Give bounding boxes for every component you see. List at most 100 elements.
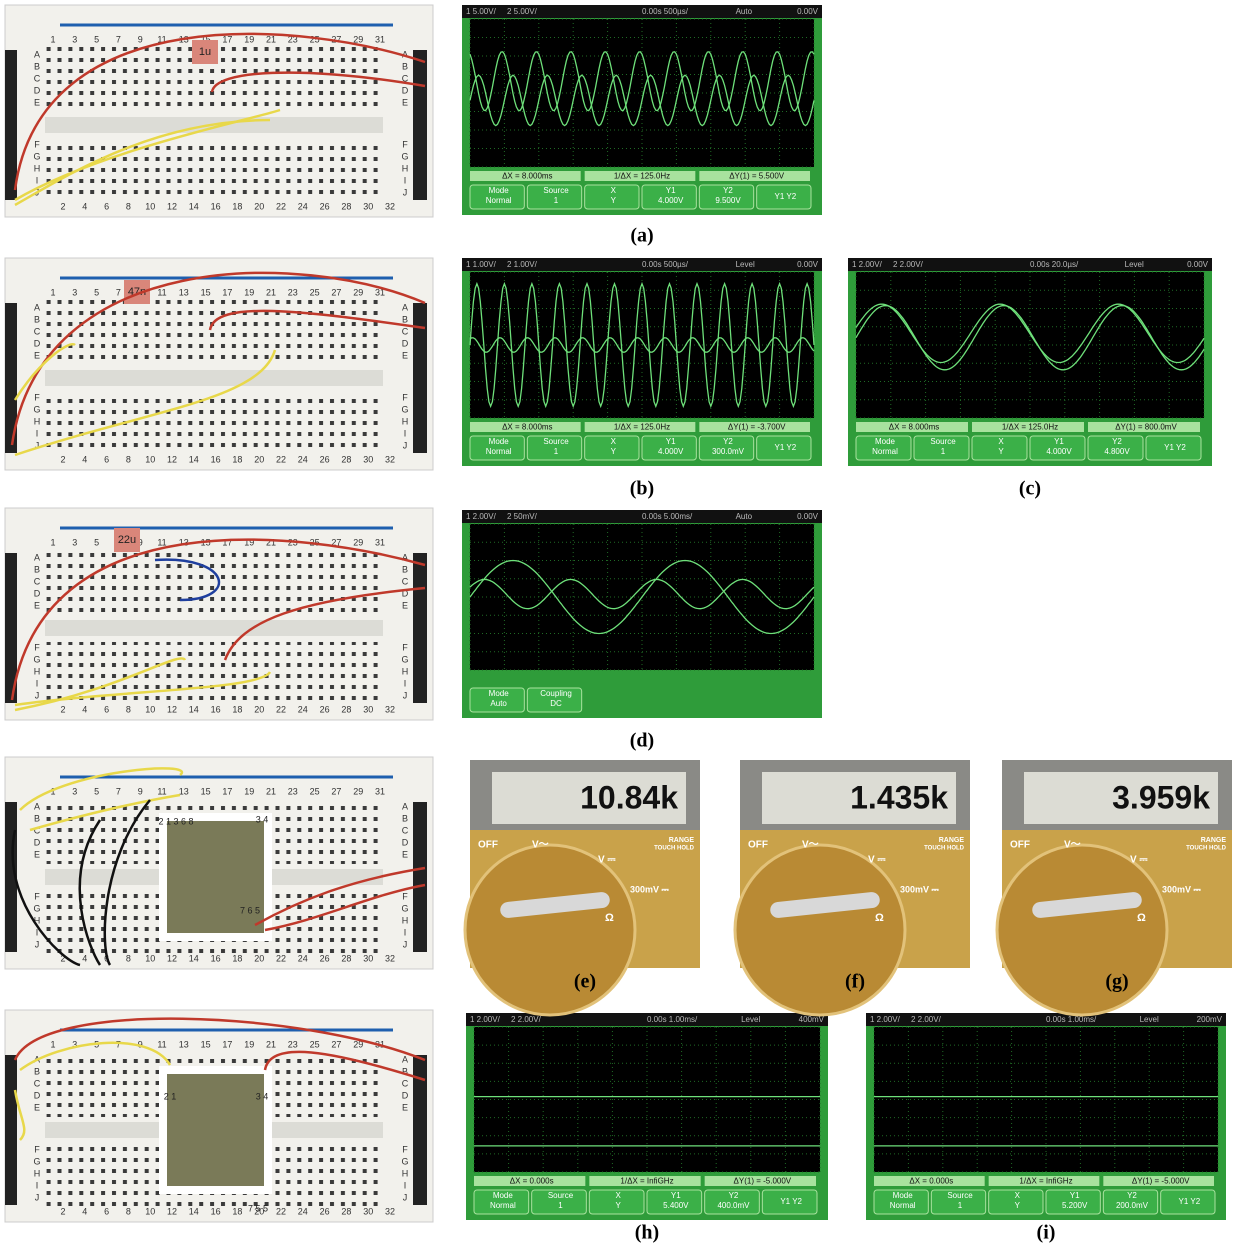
scope-header: 1 2.00V/ <box>870 1015 901 1024</box>
softkey-label: Coupling <box>540 689 572 698</box>
column-number: 17 <box>222 34 232 44</box>
column-number: 24 <box>298 454 308 464</box>
softkey-label: Y1 Y2 <box>1164 443 1186 452</box>
softkey-label: X <box>615 1191 621 1200</box>
hole-field <box>45 392 383 454</box>
softkey-label: Mode <box>489 437 510 446</box>
scope-header: 0.00s 500µs/ <box>642 7 689 16</box>
softkey-label: Y1 Y2 <box>780 1197 802 1206</box>
scope-header: 1 2.00V/ <box>466 512 497 521</box>
scope-header: Level <box>736 260 755 269</box>
readout: ΔX = 0.000s <box>510 1177 554 1186</box>
row-letter: G <box>401 151 408 161</box>
row-letter: J <box>403 939 408 949</box>
column-number: 16 <box>211 953 221 963</box>
softkey-label: 400.0mV <box>717 1201 750 1210</box>
column-number: 15 <box>201 786 211 796</box>
scope-header: 0.00s 20.0µs/ <box>1030 260 1079 269</box>
meter-label: OFF <box>748 840 768 851</box>
row-letter: A <box>402 1054 408 1064</box>
softkey-label: Y1 <box>671 1191 681 1200</box>
column-number: 1 <box>50 537 55 547</box>
multimeter: 3.959kOFFV～V ⎓300mV ⎓ΩRANGETOUCH HOLD(g) <box>997 760 1232 1015</box>
softkey-label: 1 <box>558 1201 563 1210</box>
column-number: 32 <box>385 201 395 211</box>
scope-header: 1 5.00V/ <box>466 7 497 16</box>
column-number: 13 <box>179 1039 189 1049</box>
row-letter: I <box>36 175 39 185</box>
column-number: 32 <box>385 704 395 714</box>
column-number: 28 <box>341 201 351 211</box>
scope-header: Level <box>741 1015 760 1024</box>
column-number: 28 <box>341 704 351 714</box>
column-number: 31 <box>375 34 385 44</box>
row-letter: B <box>34 813 40 823</box>
column-number: 1 <box>50 1039 55 1049</box>
multimeter: 1.435kOFFV～V ⎓300mV ⎓ΩRANGETOUCH HOLD(f) <box>735 760 970 1015</box>
column-number: 13 <box>179 287 189 297</box>
column-number: 22 <box>276 704 286 714</box>
row-letter: G <box>33 654 40 664</box>
meter-label: V～ <box>532 840 549 851</box>
softkey-label: Y <box>615 1201 621 1210</box>
readout: ΔY(1) = -5.000V <box>734 1177 792 1186</box>
oscilloscope: 1 2.00V/2 50mV/0.00s 5.00ms/Auto0.00VMod… <box>462 510 822 752</box>
softkey-label: Normal <box>890 1201 916 1210</box>
row-letter: C <box>34 1078 41 1088</box>
column-number: 8 <box>126 201 131 211</box>
scope-header: 0.00s 1.00ms/ <box>647 1015 698 1024</box>
softkey-label: Y <box>1015 1201 1021 1210</box>
component-label: 2 1 3 6 8 <box>158 816 193 826</box>
column-number: 1 <box>50 34 55 44</box>
column-number: 17 <box>222 287 232 297</box>
row-letter: B <box>34 314 40 324</box>
row-letter: B <box>34 564 40 574</box>
row-letter: A <box>34 801 40 811</box>
row-letter: H <box>34 1168 41 1178</box>
column-number: 25 <box>310 287 320 297</box>
row-letter: C <box>34 576 41 586</box>
meter-label: TOUCH HOLD <box>654 846 695 852</box>
column-number: 20 <box>254 201 264 211</box>
column-number: 19 <box>244 287 254 297</box>
column-number: 21 <box>266 34 276 44</box>
column-number: 16 <box>211 201 221 211</box>
column-number: 16 <box>211 1206 221 1216</box>
row-letter: H <box>402 163 409 173</box>
hole-field <box>45 550 383 615</box>
column-number: 24 <box>298 953 308 963</box>
column-number: 21 <box>266 786 276 796</box>
row-letter: D <box>34 1090 41 1100</box>
scope-header: Level <box>1140 1015 1159 1024</box>
softkey-label: X <box>998 437 1004 446</box>
column-number: 15 <box>201 287 211 297</box>
column-number: 4 <box>82 454 87 464</box>
column-number: 28 <box>341 454 351 464</box>
column-number: 2 <box>60 201 65 211</box>
meter-label: Ω <box>605 912 614 924</box>
softkey-label: Auto <box>490 699 507 708</box>
scope-header: 1 1.00V/ <box>466 260 497 269</box>
softkey-label: 4.000V <box>1046 447 1072 456</box>
meter-label: TOUCH HOLD <box>924 846 965 852</box>
row-letter: F <box>402 891 408 901</box>
meter-label: V ⎓ <box>1130 855 1147 866</box>
row-letter: A <box>402 801 408 811</box>
softkey-label: 1 <box>554 447 559 456</box>
row-letter: D <box>34 338 41 348</box>
column-number: 19 <box>244 1039 254 1049</box>
scope-header: 2 2.00V/ <box>911 1015 942 1024</box>
softkey-label: Y1 <box>666 437 676 446</box>
softkey-label: 5.200V <box>1062 1201 1088 1210</box>
softkey-label: Mode <box>489 186 510 195</box>
row-letter: I <box>36 678 39 688</box>
meter-label: TOUCH HOLD <box>1186 846 1227 852</box>
readout: ΔX = 8.000ms <box>502 172 552 181</box>
column-number: 10 <box>145 454 155 464</box>
readout: ΔY(1) = -3.700V <box>728 423 786 432</box>
readout: 1/ΔX = 125.0Hz <box>1002 423 1058 432</box>
row-letter: J <box>35 690 40 700</box>
column-number: 30 <box>363 704 373 714</box>
column-number: 30 <box>363 201 373 211</box>
